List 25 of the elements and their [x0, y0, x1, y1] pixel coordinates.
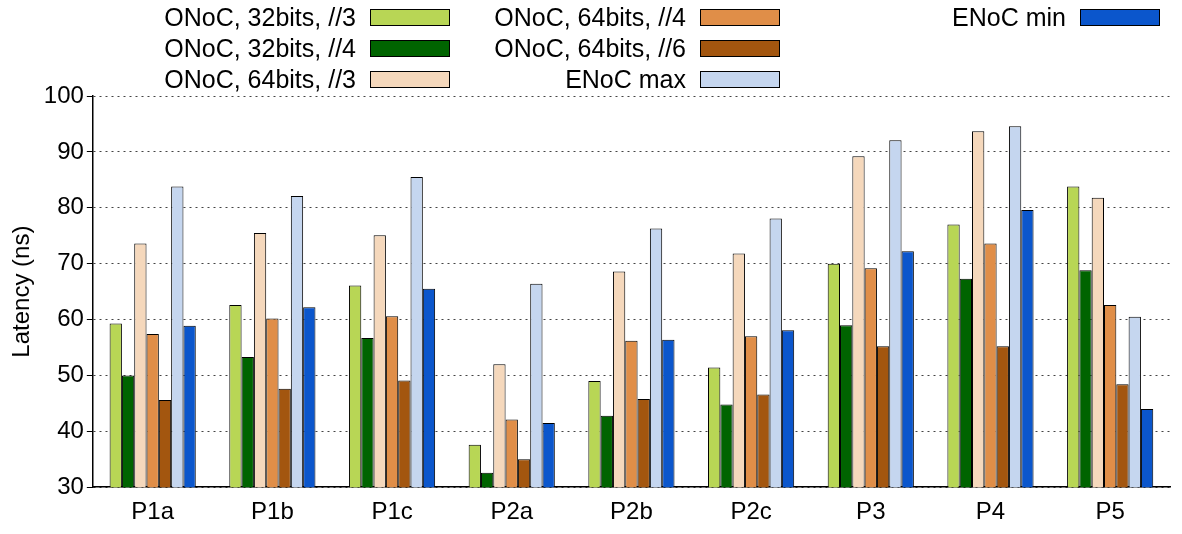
x-tick-label: P3: [856, 497, 886, 525]
x-tick-label: P5: [1095, 497, 1125, 525]
legend-label: ENoC max: [565, 65, 686, 94]
legend-label: ONoC, 64bits, //3: [164, 65, 356, 94]
x-tick-label: P2c: [730, 497, 772, 525]
x-tick-label: P2b: [610, 497, 653, 525]
x-tick-label: P1b: [251, 497, 294, 525]
x-tick-label: P1a: [131, 497, 175, 525]
y-tick-label: 60: [57, 304, 84, 332]
y-tick-label: 100: [43, 80, 84, 108]
x-tick-label: P4: [975, 497, 1006, 525]
legend-label: ONoC, 64bits, //4: [494, 3, 686, 32]
y-tick-label: 90: [57, 136, 84, 164]
legend-label: ONoC, 32bits, //4: [164, 34, 356, 63]
legend-label: ENoC min: [952, 3, 1066, 32]
y-tick-label: 80: [57, 192, 84, 220]
x-tick-label: P2a: [490, 497, 534, 525]
y-tick-label: 50: [57, 360, 84, 388]
y-tick-label: 30: [57, 471, 84, 499]
y-tick-label: 40: [57, 415, 84, 443]
y-tick-label: 70: [57, 248, 84, 276]
legend-label: ONoC, 64bits, //6: [494, 34, 686, 63]
legend-label: ONoC, 32bits, //3: [164, 3, 356, 32]
y-axis-title: Latency (ns): [7, 225, 35, 358]
x-tick-label: P1c: [371, 497, 413, 525]
